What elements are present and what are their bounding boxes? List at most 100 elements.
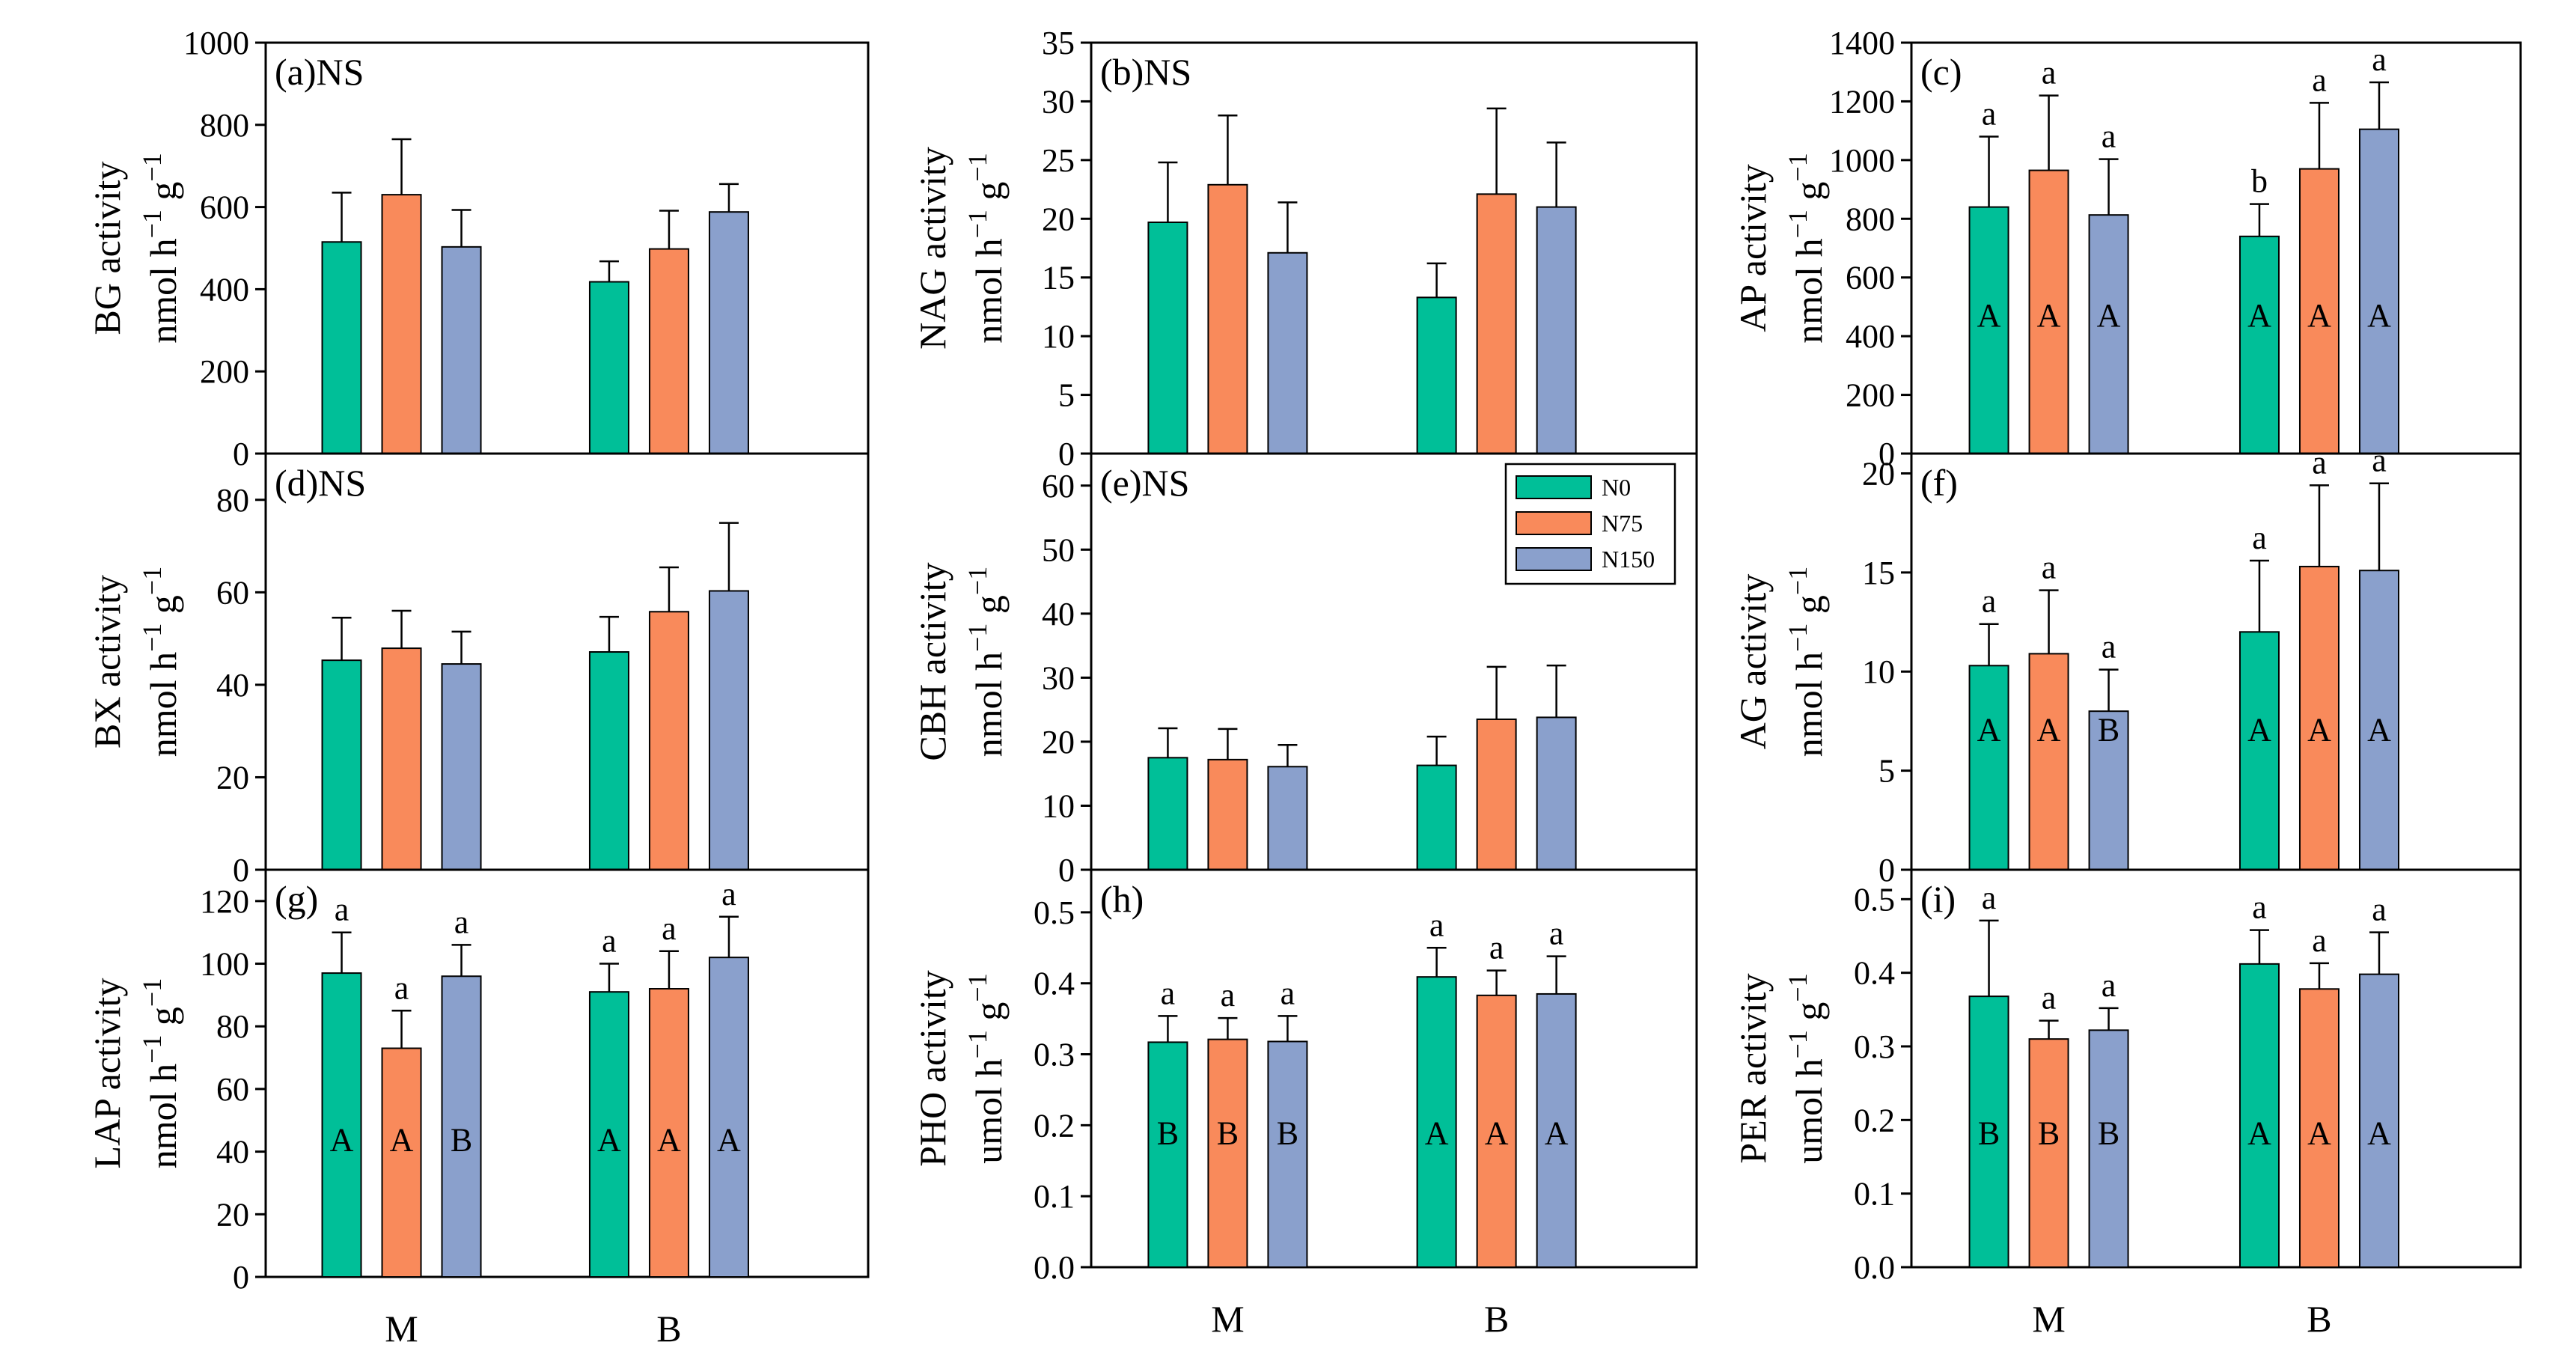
- x-category-label: B: [2307, 1298, 2331, 1340]
- panel-frame: [1090, 868, 1698, 1269]
- significance-letter: a: [2102, 118, 2116, 155]
- bar-n0-m: [1147, 757, 1188, 870]
- bar-n0-b: [1416, 296, 1457, 454]
- significance-letter: a: [662, 910, 677, 947]
- significance-letter: a: [1281, 975, 1295, 1011]
- group-letter: A: [597, 1121, 621, 1158]
- significance-letter: a: [2252, 889, 2267, 926]
- bar-n75-m: [381, 194, 422, 454]
- y-tick-label: 1000: [1829, 142, 1895, 179]
- bar-n150-b: [2358, 973, 2399, 1268]
- group-letter: A: [1977, 712, 2001, 748]
- legend-swatch-n150: [1516, 547, 1592, 571]
- group-letter: A: [2247, 712, 2271, 748]
- significance-letter: a: [454, 903, 469, 940]
- y-axis-label: PER activity: [1732, 973, 1774, 1163]
- bar-n150-b: [708, 211, 749, 454]
- group-letter: A: [2037, 297, 2061, 334]
- panel-f: 0 5 10 15 20 AG activity nmol h−1 g−1 (f) a Aa Aa B…: [1732, 442, 2522, 888]
- y-tick-label: 20: [1862, 455, 1895, 492]
- significance-letter: a: [2372, 442, 2387, 479]
- y-tick-label: 40: [216, 1134, 249, 1171]
- y-tick-label: 1000: [183, 25, 249, 61]
- x-category-label: M: [1211, 1298, 1244, 1340]
- y-tick-label: 0.5: [1034, 894, 1075, 931]
- y-tick-label: 600: [1846, 260, 1895, 296]
- significance-letter: a: [1161, 975, 1176, 1011]
- bar-n75-m: [381, 1047, 422, 1278]
- bar-n150-m: [1267, 766, 1308, 870]
- y-tick-label: 800: [1846, 201, 1895, 237]
- group-letter: A: [2307, 712, 2331, 748]
- y-tick-label: 20: [216, 759, 249, 796]
- y-tick-label: 5: [1058, 377, 1075, 414]
- bar-n150-m: [441, 663, 482, 870]
- bar-n75-m: [2028, 1038, 2069, 1268]
- group-letter: A: [2367, 1114, 2391, 1151]
- group-letter: A: [1545, 1114, 1569, 1151]
- bar-n75-b: [2298, 988, 2340, 1269]
- group-letter: A: [2247, 297, 2271, 334]
- bar-n150-m: [2088, 1029, 2129, 1269]
- bar-n0-b: [588, 991, 629, 1278]
- bar-n150-m: [2088, 214, 2129, 454]
- y-tick-label: 0: [233, 852, 249, 888]
- x-category-label: M: [2032, 1298, 2065, 1340]
- bar-n0-b: [2238, 235, 2280, 454]
- significance-letter: b: [2251, 163, 2268, 200]
- bar-n75-m: [2028, 653, 2069, 871]
- y-axis-unit: nmol h−1 g−1: [962, 567, 1010, 757]
- panel-label: (i): [1920, 878, 1956, 920]
- significance-letter: a: [394, 969, 409, 1006]
- y-tick-label: 100: [200, 946, 249, 983]
- bar-n150-b: [1536, 206, 1577, 454]
- y-axis-label: LAP activity: [86, 978, 128, 1168]
- y-axis-unit: nmol h−1 g−1: [137, 567, 184, 757]
- bar-n0-m: [1147, 221, 1188, 454]
- significance-letter: a: [2312, 61, 2327, 98]
- bar-n75-b: [1476, 193, 1517, 454]
- panel-c: 0 200 400 600 800 1000 1200 1400 AP activity nmol…: [1732, 25, 2522, 472]
- y-tick-label: 10: [1862, 653, 1895, 690]
- bar-n150-m: [441, 246, 482, 454]
- bar-n150-b: [1536, 992, 1577, 1268]
- bar-n0-m: [321, 659, 362, 870]
- group-letter: B: [451, 1121, 472, 1158]
- y-tick-label: 10: [1042, 318, 1075, 355]
- significance-letter: a: [2252, 519, 2267, 556]
- y-tick-label: 50: [1042, 531, 1075, 568]
- legend-swatch-n75: [1516, 511, 1592, 535]
- panel-a: 0 200 400 600 800 1000 BG activity nmol h−1 g−1…: [86, 25, 870, 472]
- panel-label: (b)NS: [1100, 51, 1191, 93]
- legend-swatch-n0: [1516, 475, 1592, 499]
- y-tick-label: 0: [1058, 436, 1075, 472]
- bar-n0-m: [321, 241, 362, 454]
- y-tick-label: 40: [1042, 596, 1075, 632]
- significance-letter: a: [721, 876, 736, 912]
- bar-n150-m: [1267, 1040, 1308, 1269]
- bar-n75-m: [1207, 1038, 1248, 1268]
- y-axis-unit: nmol h−1 g−1: [1783, 567, 1830, 757]
- y-tick-label: 20: [216, 1196, 249, 1233]
- group-letter: A: [1425, 1114, 1449, 1151]
- bar-n75-m: [1207, 183, 1248, 454]
- y-tick-label: 1400: [1829, 25, 1895, 61]
- y-tick-label: 120: [200, 883, 249, 920]
- y-tick-label: 0: [233, 436, 249, 472]
- y-tick-label: 400: [1846, 318, 1895, 355]
- bar-n0-b: [2238, 963, 2280, 1269]
- y-axis-label: AG activity: [1732, 574, 1774, 750]
- y-tick-label: 0.1: [1854, 1176, 1895, 1213]
- group-letter: B: [1978, 1114, 2000, 1151]
- y-axis-unit: nmol h−1 g−1: [962, 153, 1010, 343]
- y-tick-label: 200: [200, 353, 249, 390]
- significance-letter: a: [1549, 915, 1564, 952]
- y-tick-label: 80: [216, 482, 249, 519]
- y-tick-label: 25: [1042, 142, 1075, 179]
- panel-label: (a)NS: [275, 51, 364, 93]
- significance-letter: a: [335, 891, 350, 928]
- bar-n150-m: [441, 975, 482, 1278]
- y-axis-label: PHO activity: [912, 970, 953, 1166]
- y-axis-label: BX activity: [86, 575, 128, 748]
- panel-label: (c): [1920, 51, 1962, 93]
